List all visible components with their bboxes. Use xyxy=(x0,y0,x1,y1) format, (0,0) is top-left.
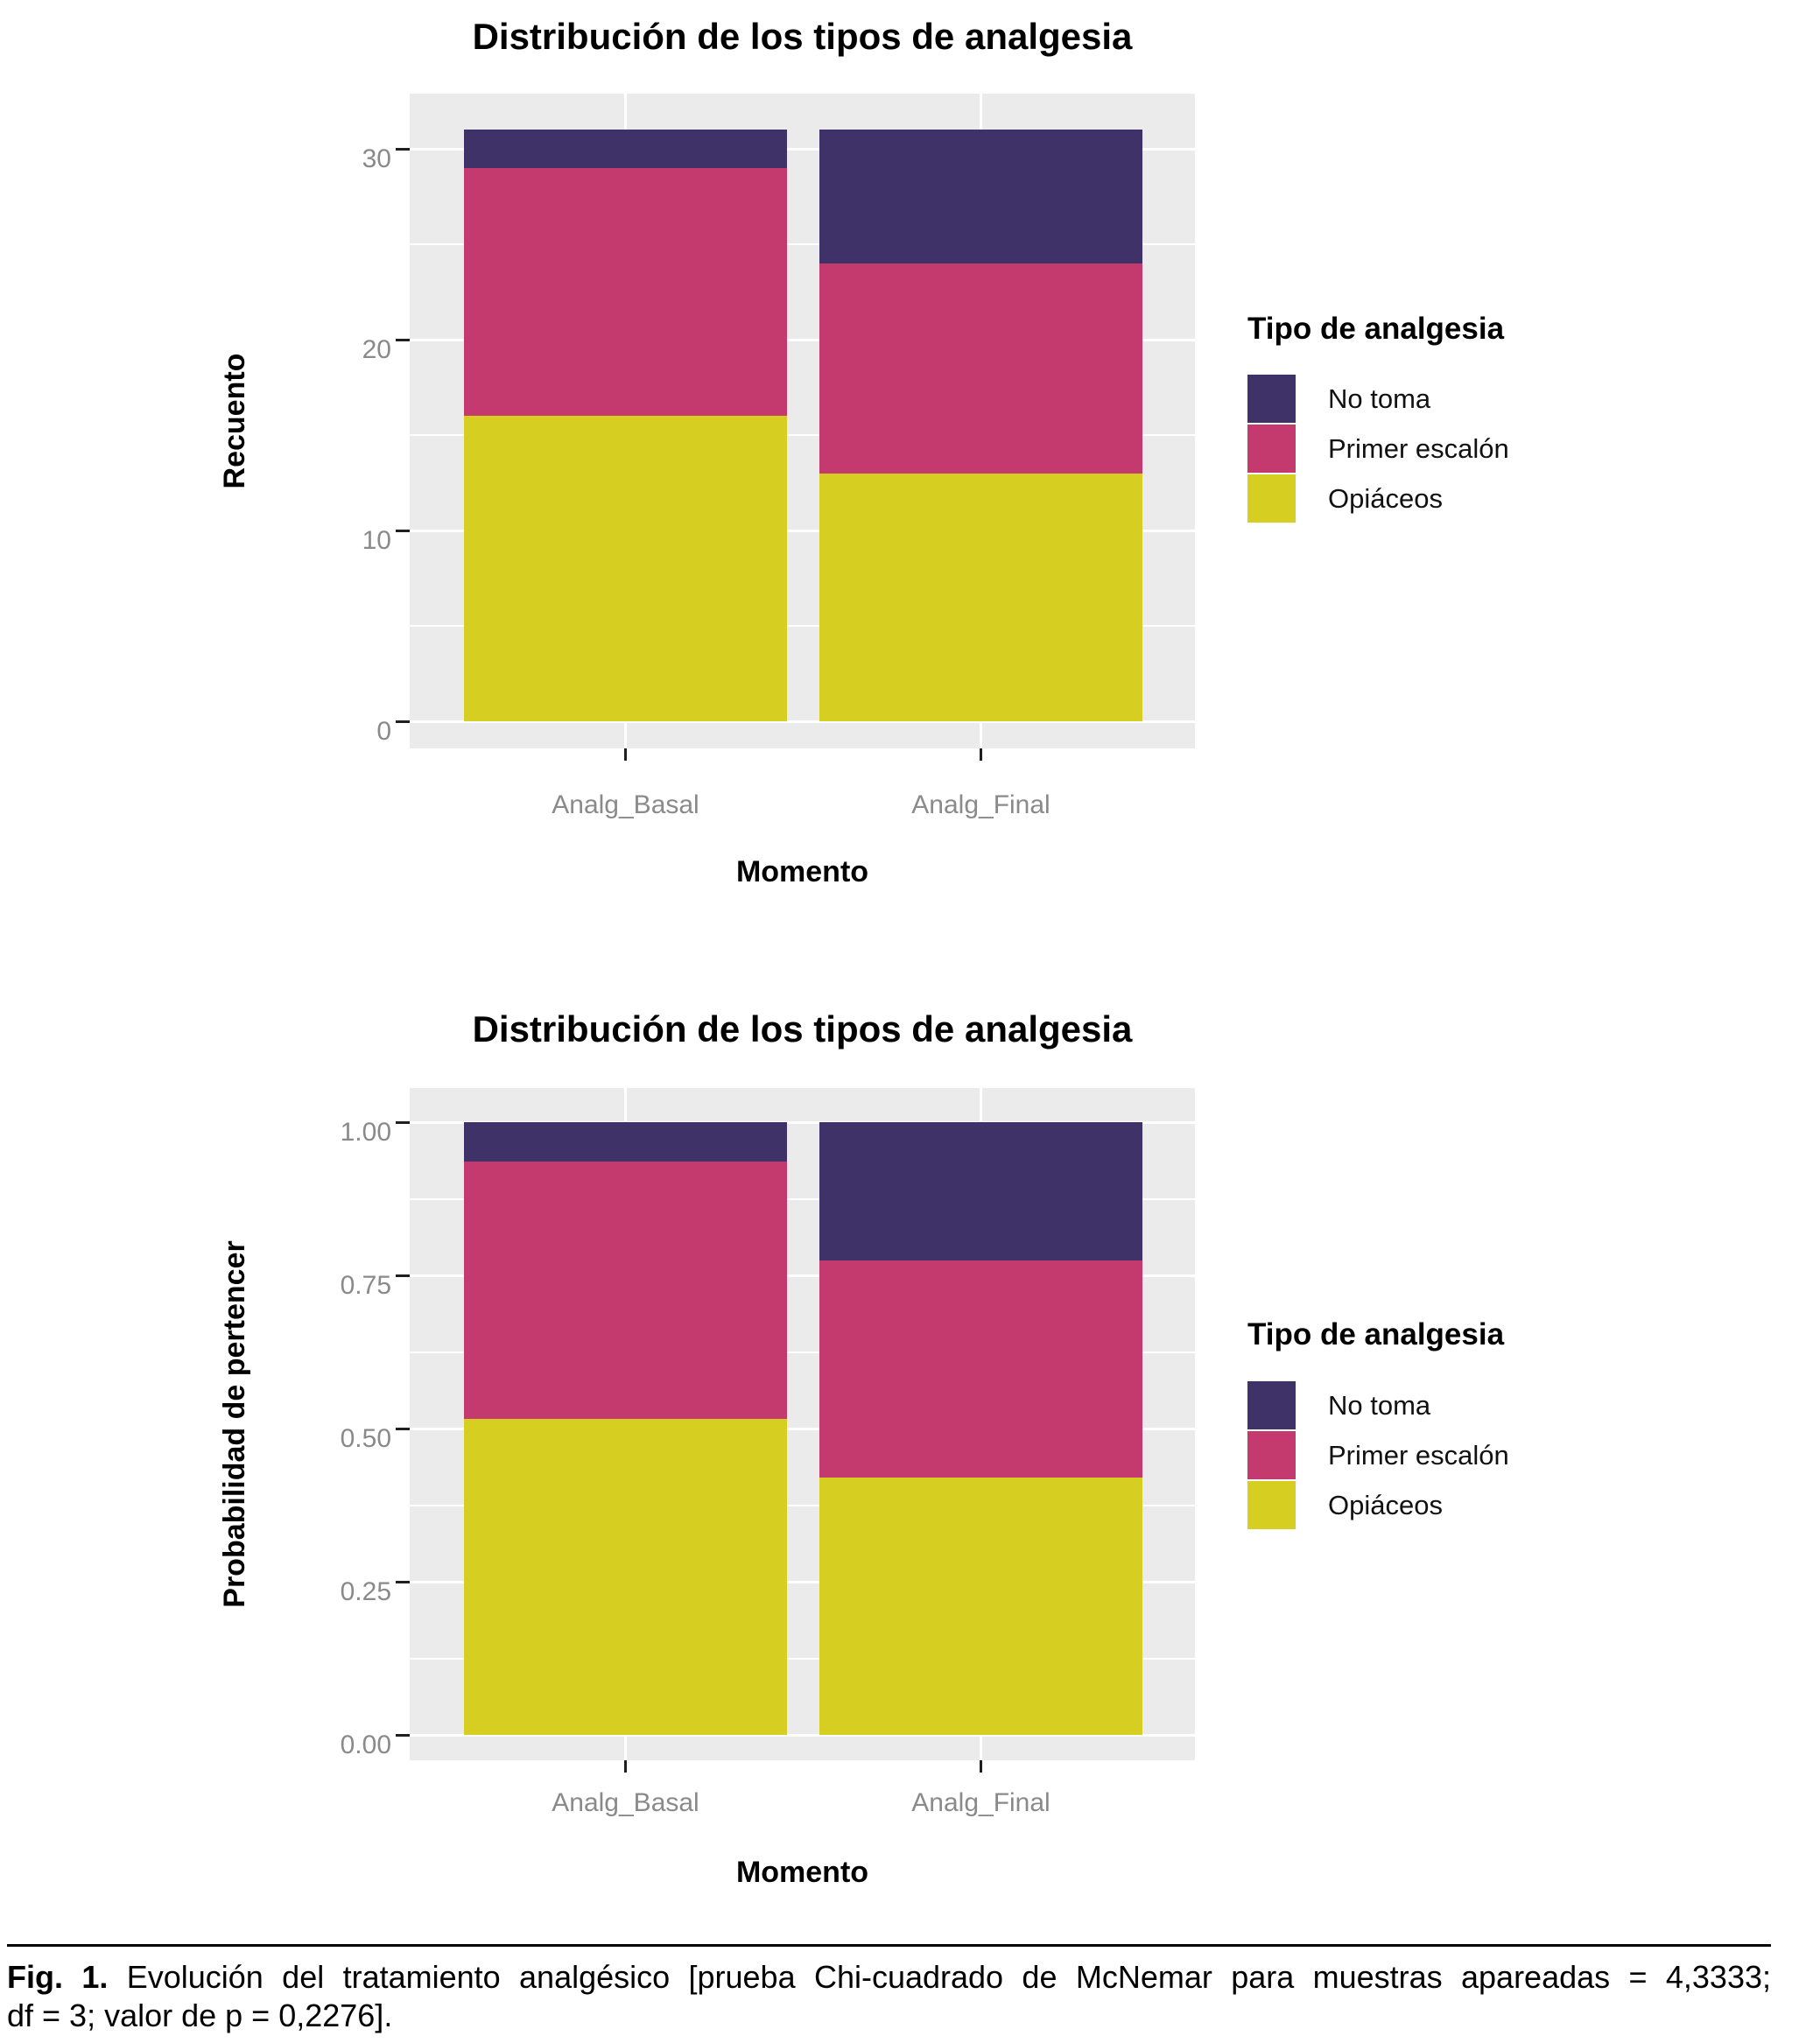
figure-caption-line2: df = 3; valor de p = 0,2276]. xyxy=(7,1997,393,2033)
y-tick-label: 0 xyxy=(376,717,391,746)
bar-segment-opi-ceos xyxy=(464,1418,787,1735)
x-tick-label: Analg_Final xyxy=(911,1788,1051,1817)
bar-segment-opi-ceos xyxy=(819,1478,1142,1735)
bar-segment-opi-ceos xyxy=(464,416,787,721)
legend-title: Tipo de analgesia xyxy=(1247,1317,1505,1351)
y-axis-tick xyxy=(396,1427,410,1430)
legend-label: Primer escalón xyxy=(1328,432,1509,464)
major-gridline xyxy=(410,338,1195,341)
y-tick-label: 0.50 xyxy=(340,1424,391,1453)
legend-label: Primer escalón xyxy=(1328,1439,1509,1471)
minor-gridline xyxy=(410,625,1195,627)
y-tick-label: 0.00 xyxy=(340,1731,391,1759)
caption-rule xyxy=(7,1944,1771,1947)
minor-gridline xyxy=(410,1197,1195,1200)
x-tick-label: Analg_Basal xyxy=(552,790,699,819)
y-axis-tick xyxy=(396,720,410,723)
figure-label: Fig. 1. xyxy=(7,1959,109,1995)
x-axis-tick xyxy=(624,1760,627,1773)
caption-text-1: Evolución del tratamiento analgésico [pr… xyxy=(126,1959,1771,1995)
legend-label: No toma xyxy=(1328,1389,1431,1421)
x-axis-tick xyxy=(980,1760,982,1773)
y-tick-label: 20 xyxy=(362,335,391,364)
chart-title: Distribución de los tipos de analgesia xyxy=(472,16,1133,57)
bar-segment-no-toma xyxy=(819,130,1142,263)
y-axis-tick xyxy=(396,1120,410,1124)
bar-segment-no-toma xyxy=(464,1122,787,1162)
x-axis-title: Momento xyxy=(735,855,869,888)
bar-segment-no-toma xyxy=(819,1122,1142,1261)
bar-segment-opi-ceos xyxy=(819,473,1142,721)
legend-label: Opiáceos xyxy=(1328,482,1443,514)
plot-panel xyxy=(410,94,1195,748)
major-gridline xyxy=(410,1120,1195,1124)
minor-gridline xyxy=(410,1657,1195,1660)
major-gridline xyxy=(410,529,1195,532)
bar-segment-primer-escal-n xyxy=(464,1162,787,1419)
x-tick-label: Analg_Final xyxy=(911,790,1051,819)
major-gridline xyxy=(410,720,1195,723)
bar-segment-primer-escal-n xyxy=(819,1260,1142,1478)
major-gridline xyxy=(410,1580,1195,1583)
y-tick-label: 10 xyxy=(362,526,391,555)
y-axis-tick xyxy=(396,147,410,151)
legend-title: Tipo de analgesia xyxy=(1247,312,1505,346)
y-tick-label: 0.75 xyxy=(340,1271,391,1300)
bar-segment-primer-escal-n xyxy=(464,167,787,417)
plot-panel xyxy=(410,1088,1195,1760)
legend-label: No toma xyxy=(1328,383,1431,414)
x-axis-tick xyxy=(624,748,627,761)
major-gridline xyxy=(410,1733,1195,1737)
bar-segment-no-toma xyxy=(464,130,787,168)
y-axis-tick xyxy=(396,529,410,532)
minor-gridline xyxy=(410,1351,1195,1353)
y-axis-tick xyxy=(396,1274,410,1277)
legend-key-no-toma xyxy=(1247,375,1296,423)
y-tick-label: 1.00 xyxy=(340,1118,391,1147)
x-axis-title: Momento xyxy=(735,1856,869,1889)
x-axis-tick xyxy=(980,748,982,761)
major-gridline xyxy=(410,147,1195,151)
bar-segment-primer-escal-n xyxy=(819,263,1142,474)
minor-gridline xyxy=(410,1504,1195,1506)
legend-key-opi-ceos xyxy=(1247,474,1296,523)
x-tick-label: Analg_Basal xyxy=(552,1788,699,1817)
major-gridline xyxy=(410,1427,1195,1430)
legend-key-primer-escal-n xyxy=(1247,425,1296,473)
y-axis-tick xyxy=(396,1580,410,1583)
y-tick-label: 0.25 xyxy=(340,1577,391,1606)
y-tick-label: 30 xyxy=(362,144,391,173)
minor-gridline xyxy=(410,434,1195,436)
y-axis-title: Recuento xyxy=(218,353,251,489)
minor-gridline xyxy=(410,243,1195,245)
figure-caption-line1: Fig. 1. Evolución del tratamiento analgé… xyxy=(7,1958,1771,1997)
y-axis-title: Probabilidad de pertencer xyxy=(218,1240,251,1608)
y-axis-tick xyxy=(396,1733,410,1737)
major-gridline xyxy=(410,1274,1195,1277)
legend-key-opi-ceos xyxy=(1247,1481,1296,1529)
legend-label: Opiáceos xyxy=(1328,1489,1443,1520)
chart-title: Distribución de los tipos de analgesia xyxy=(472,1008,1133,1050)
y-axis-tick xyxy=(396,338,410,341)
legend-key-no-toma xyxy=(1247,1381,1296,1429)
legend-key-primer-escal-n xyxy=(1247,1431,1296,1479)
